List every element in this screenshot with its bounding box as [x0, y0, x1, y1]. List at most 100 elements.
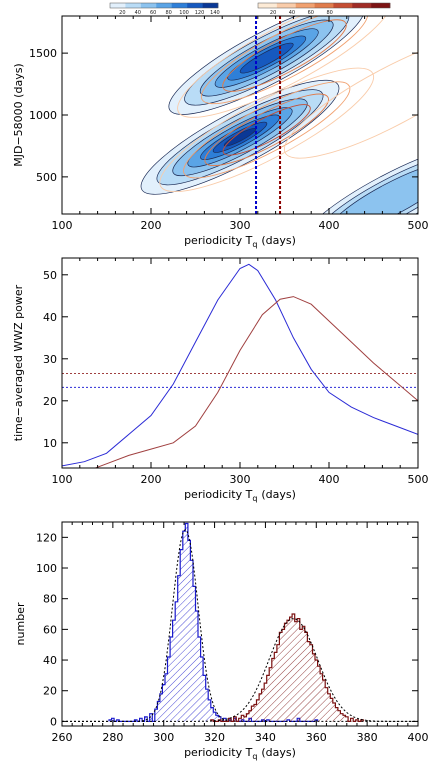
y-tick-label: 30	[43, 353, 57, 366]
histogram-bar	[157, 701, 160, 722]
histogram-bar	[164, 673, 168, 722]
power-xlabel: periodicity Tq (days)	[184, 488, 296, 503]
colorbar-tick-label: 140	[210, 10, 220, 16]
colorbar-swatch	[187, 3, 203, 8]
y-tick-label: 1500	[29, 47, 57, 60]
histogram-bar	[340, 713, 343, 722]
wwz-power-panel: 100 200 300 400 500 10 20 30 40 50 time−averaged …	[12, 257, 429, 503]
histogram-ylabel: number	[14, 602, 27, 645]
histogram-bar	[111, 718, 115, 722]
histogram-bar	[264, 683, 267, 722]
histogram-bar	[213, 712, 216, 722]
red-contour-line	[177, 16, 392, 118]
colorbar-swatch	[125, 3, 142, 8]
red-contour-line	[222, 19, 347, 92]
colorbar-swatch	[171, 3, 188, 8]
histogram-bar	[287, 620, 290, 722]
histogram-bar	[281, 629, 285, 722]
histogram-bar	[241, 715, 244, 722]
colorbar-swatch	[110, 3, 126, 8]
histogram-bar	[256, 699, 260, 722]
histogram-bar	[215, 715, 219, 722]
x-tick-label: 100	[52, 473, 73, 486]
colorbar-tick-label: 120	[195, 10, 205, 16]
red-contour-line	[283, 34, 418, 159]
gaussian-fit-curve	[62, 529, 418, 722]
histogram-bar	[302, 626, 305, 722]
histogram-bar	[327, 693, 331, 722]
gaussian-fit-curve	[62, 618, 418, 722]
x-tick-label: 380	[357, 731, 378, 744]
colorbar-tick-label: 20	[270, 10, 276, 16]
histogram-bar	[205, 689, 209, 722]
histogram-bar	[210, 719, 214, 722]
x-tick-label: 320	[204, 731, 225, 744]
histogram-bar	[337, 710, 341, 722]
heatmap-ylabel: MJD−58000 (days)	[12, 63, 25, 166]
histogram-axes-frame	[61, 521, 419, 727]
colorbar-tick-label: 60	[308, 10, 314, 16]
histogram-bar	[167, 656, 171, 722]
histogram-bar	[203, 675, 206, 722]
blue-contour-band	[239, 42, 294, 74]
histogram-bar	[187, 540, 191, 722]
histogram-bar	[116, 719, 120, 722]
histogram-bar	[218, 716, 221, 722]
histogram-bar	[276, 644, 280, 722]
y-tick-label: 20	[43, 395, 57, 408]
histogram-bar	[233, 716, 237, 722]
colorbar-swatch	[140, 3, 157, 8]
y-tick-label: 0	[50, 715, 57, 728]
histogram-bar	[299, 629, 303, 722]
histogram-bar	[284, 623, 288, 722]
y-tick-label: 50	[43, 269, 57, 282]
y-tick-label: 120	[36, 531, 57, 544]
histogram-bar	[320, 673, 323, 722]
colorbar-tick-label: 80	[165, 10, 171, 16]
histogram-bar	[322, 679, 326, 722]
x-tick-label: 500	[408, 219, 429, 232]
histogram-bar	[208, 699, 211, 722]
x-tick-label: 500	[408, 473, 429, 486]
histogram-bar	[307, 641, 310, 722]
histogram-bar	[149, 713, 153, 722]
histogram-bar	[345, 716, 349, 722]
x-tick-label: 340	[255, 731, 276, 744]
colorbar-tick-label: 100	[179, 10, 189, 16]
x-tick-label: 300	[230, 473, 251, 486]
y-tick-label: 500	[36, 171, 57, 184]
histogram-bar	[312, 653, 316, 722]
power-axes-frame	[61, 257, 419, 469]
red-contour-line	[159, 67, 375, 193]
colorbar-tick-label: 60	[150, 10, 156, 16]
colorbar-swatch	[156, 3, 173, 8]
histogram-bar	[200, 656, 204, 722]
y-tick-label: 40	[43, 311, 57, 324]
histogram-bar	[315, 660, 318, 722]
colorbar-swatch	[371, 3, 391, 8]
colorbar-swatch	[314, 3, 334, 8]
colorbar-swatch	[295, 3, 315, 8]
histogram-outline	[210, 613, 364, 722]
histogram-bar	[248, 710, 252, 722]
histogram-bar	[182, 531, 186, 722]
x-tick-label: 200	[141, 219, 162, 232]
histogram-bar	[172, 620, 176, 722]
x-tick-label: 400	[319, 219, 340, 232]
x-tick-label: 400	[319, 473, 340, 486]
red-contour-line	[222, 104, 311, 156]
histogram-bar	[175, 601, 178, 722]
x-tick-label: 360	[306, 731, 327, 744]
histogram-panel: 260 280 300 320 340 360 380 400020406080100120 …	[14, 521, 429, 761]
histogram-bar	[238, 718, 242, 722]
histogram-bar	[144, 716, 148, 722]
histogram-bar	[192, 586, 196, 722]
histogram-bar	[330, 698, 333, 722]
histogram-outline	[108, 522, 319, 722]
y-tick-label: 1000	[29, 109, 57, 122]
histogram-bar	[289, 617, 293, 722]
histogram-bar	[304, 632, 308, 722]
histogram-bar	[342, 715, 346, 722]
histogram-bar	[317, 666, 321, 722]
